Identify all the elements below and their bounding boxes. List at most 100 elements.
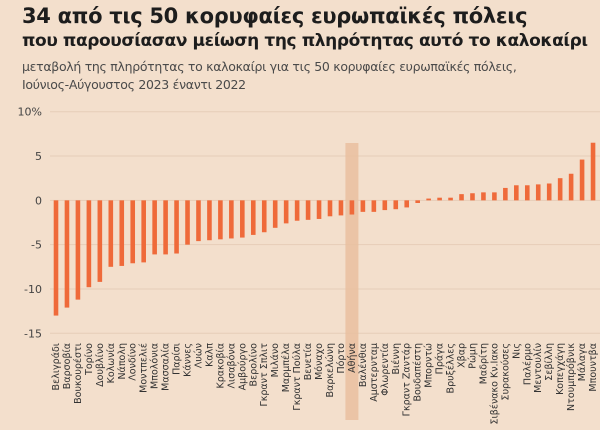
bar-36 — [437, 197, 442, 201]
x-tick-label: Ντουμπρόβνικ — [566, 343, 577, 411]
x-tick-label: Δουβλίνο — [95, 343, 106, 387]
bar-44 — [524, 185, 530, 201]
x-tick-label: Βαρκελώνη — [325, 343, 336, 397]
x-tick-label: Βερολίνο — [248, 343, 259, 387]
x-tick-label: Πράγα — [435, 343, 446, 374]
bar-19 — [250, 200, 256, 235]
x-tick-label: Μεντουλίν — [533, 343, 544, 393]
bar-14 — [196, 200, 201, 242]
bar-6 — [108, 200, 114, 267]
highlight-band-layer — [345, 143, 359, 420]
bar-11 — [163, 200, 168, 255]
bar-35 — [426, 198, 431, 201]
x-tick-label: Συρακούσες — [500, 343, 511, 400]
x-tick-label: Παρίσι — [172, 343, 183, 375]
x-tick-label: Αθήνα — [347, 343, 358, 373]
x-tick-label: Γκραντ Σπλιτ — [259, 343, 270, 407]
x-tick-label: Παλέρμο — [522, 343, 533, 385]
x-tick-label: Κολωνία — [106, 343, 117, 383]
bar-40 — [481, 192, 486, 201]
x-tick-label: Νις — [511, 343, 522, 359]
x-tick-label: Βαρσοβία — [62, 343, 73, 389]
x-tick-label: Χβαρ — [457, 343, 468, 368]
x-tick-label: Μάλαγα — [577, 343, 588, 381]
x-tick-label: Βελιγράδι — [51, 343, 62, 390]
bar-39 — [470, 193, 475, 201]
x-tick-label: Βαλένθια — [358, 343, 369, 387]
bar-16 — [218, 200, 223, 240]
x-tick-label: Φλωρεντία — [380, 343, 391, 396]
chart-subtitle: που παρουσίασαν μείωση της πληρότητας αυ… — [22, 31, 588, 51]
bar-15 — [207, 200, 212, 241]
bar-17 — [229, 200, 234, 239]
x-tick-label: Βενετία — [303, 343, 314, 380]
x-tick-label: Βιέννη — [391, 343, 402, 375]
x-tick-label: Λισαβόνα — [226, 343, 237, 388]
x-tick-label: Μοντπελιέ — [139, 343, 150, 393]
bar-28 — [349, 200, 355, 215]
bar-43 — [514, 185, 519, 201]
x-tick-label: Βουδαπέστη — [413, 343, 424, 402]
bar-49 — [579, 159, 585, 201]
bar-45 — [535, 184, 541, 201]
bar-3 — [75, 200, 81, 300]
x-tick-label: Σεβίλλη — [544, 343, 555, 381]
x-tick-label: Μασσαλία — [161, 343, 172, 391]
bar-27 — [338, 200, 344, 216]
bar-37 — [448, 197, 453, 201]
bar-30 — [371, 200, 377, 212]
chart-description-line1: μεταβολή της πληρότητας το καλοκαίρι για… — [22, 59, 517, 74]
x-tick-label: Μόναχο — [314, 343, 325, 380]
x-tick-label: Μιλάνο — [270, 343, 281, 378]
bar-22 — [283, 200, 289, 224]
y-axis: 10% 5 0 -5 -10 -15 — [18, 106, 42, 341]
x-tick-label: Βρυξέλλες — [446, 343, 457, 393]
x-tick-label: Μαρμπέλα — [281, 343, 292, 392]
y-tick-label: -5 — [31, 239, 42, 252]
highlight-band — [345, 143, 359, 420]
y-tick-label: 0 — [35, 194, 42, 207]
bar-33 — [404, 200, 410, 208]
bar-41 — [492, 192, 497, 201]
bar-42 — [503, 187, 508, 201]
x-tick-label: Καλπ — [204, 343, 215, 367]
bar-26 — [327, 200, 333, 217]
bar-13 — [185, 200, 190, 245]
bar-24 — [305, 200, 311, 220]
x-tick-label: Νάπολη — [117, 343, 128, 380]
bars — [53, 142, 596, 316]
bar-32 — [393, 200, 399, 210]
y-tick-label: 5 — [35, 150, 42, 163]
x-tick-label: Γκραντ Ζαντάρ — [402, 343, 413, 416]
bar-20 — [261, 200, 267, 233]
chart-description-line2: Ιούνιος-Αύγουστος 2023 έναντι 2022 — [22, 77, 246, 92]
x-tick-label: Λονδίνο — [128, 343, 139, 381]
x-tick-label: Πόρτο — [336, 343, 347, 374]
bar-9 — [141, 200, 146, 263]
x-tick-label: Κρακοβία — [215, 343, 226, 388]
x-tick-label: Μπορντώ — [424, 343, 435, 388]
bar-50 — [590, 142, 596, 201]
bar-2 — [64, 200, 70, 308]
x-tick-label: Μπολόνια — [150, 343, 161, 389]
bar-18 — [240, 200, 245, 238]
x-tick-label: Μαδρίτη — [478, 343, 489, 384]
bar-12 — [174, 200, 179, 254]
x-tick-label: Σιβένακο Κν.Ιακο — [489, 343, 500, 425]
bar-34 — [415, 200, 420, 203]
x-tick-label: Γκραντ Πούλα — [292, 343, 303, 411]
chart-title: 34 από τις 50 κορυφαίες ευρωπαϊκές πόλει… — [22, 4, 528, 28]
bar-23 — [294, 200, 300, 221]
x-axis-labels: Βελιγράδι Βαρσοβία Βουκουρέστι Τορίνο Δουβλί… — [51, 343, 599, 425]
bar-8 — [130, 200, 136, 264]
bar-7 — [119, 200, 125, 266]
bar-47 — [557, 178, 563, 201]
bar-29 — [360, 200, 366, 212]
x-tick-label: Αμβούργο — [237, 343, 248, 391]
bar-48 — [568, 173, 574, 201]
bar-21 — [272, 200, 278, 228]
y-tick-label: 10% — [18, 106, 42, 119]
bar-38 — [459, 194, 464, 201]
bar-1 — [53, 200, 59, 316]
